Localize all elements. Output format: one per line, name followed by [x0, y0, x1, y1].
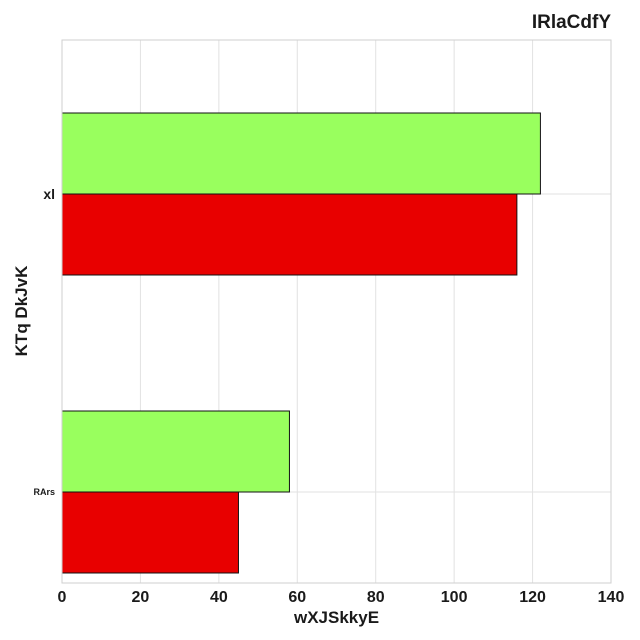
y-category-label: RArs	[33, 487, 55, 497]
x-tick-label: 120	[519, 589, 546, 606]
y-category-labels: xl RArs	[33, 186, 55, 497]
y-axis-title: KTq DkJvK	[12, 265, 31, 356]
x-tick-label: 60	[288, 589, 306, 606]
bar-xl-series-1	[61, 112, 541, 195]
x-tick-label: 80	[367, 589, 385, 606]
x-tick-labels: 0 20 40 60 80 100 120 140	[58, 589, 625, 606]
x-tick-label: 140	[598, 589, 625, 606]
x-tick-label: 40	[210, 589, 228, 606]
bar-rars-series-1	[61, 410, 290, 493]
bar-rars-series-2	[61, 491, 239, 574]
bars	[61, 112, 541, 574]
bar-xl-series-2	[61, 193, 518, 276]
chart-title: IRlaCdfY	[532, 12, 612, 33]
y-category-label: xl	[43, 186, 55, 202]
x-tick-label: 20	[132, 589, 150, 606]
plot-frame	[61, 39, 612, 584]
x-tick-label: 100	[441, 589, 468, 606]
x-tick-label: 0	[58, 589, 67, 606]
x-axis-title: wXJSkkyE	[293, 608, 379, 627]
